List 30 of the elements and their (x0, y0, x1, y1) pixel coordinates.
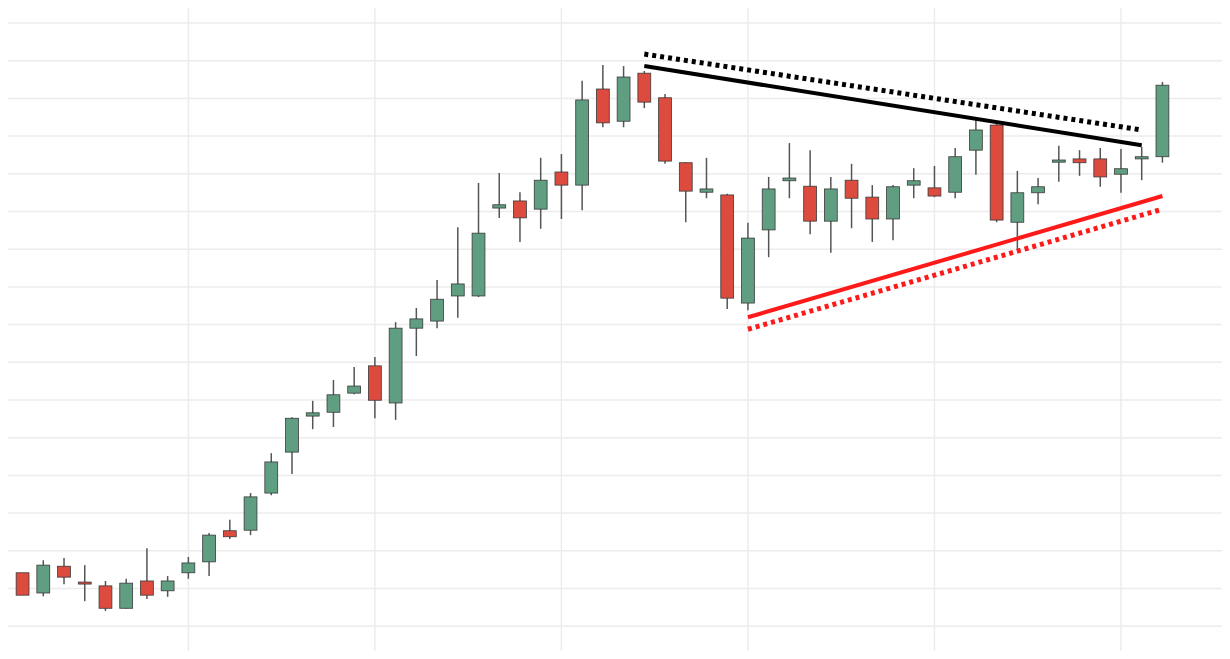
candlestick (347, 366, 361, 395)
candlestick (430, 279, 444, 329)
candlestick (1114, 148, 1128, 194)
candlestick (450, 226, 465, 319)
candlestick (844, 163, 859, 229)
candlestick (865, 184, 880, 243)
candlestick (181, 556, 196, 580)
candlestick (1134, 146, 1149, 181)
candlestick (140, 547, 154, 600)
candlestick (305, 400, 320, 430)
candlestick (77, 564, 92, 602)
candlestick (1031, 177, 1045, 205)
candlestick (1072, 149, 1087, 177)
candlestick (969, 119, 983, 176)
candlestick (160, 575, 175, 598)
candlestick (98, 580, 113, 612)
candlestick (222, 519, 237, 540)
candlestick (409, 307, 424, 357)
candlestick (326, 379, 341, 428)
candlestick (1051, 145, 1066, 183)
candlestick (699, 157, 714, 199)
candlestick (927, 165, 942, 198)
candlestick (513, 191, 527, 243)
candlestick (554, 153, 569, 220)
candlestick (57, 557, 71, 585)
candlestick (492, 172, 507, 219)
candlestick (1093, 147, 1108, 188)
candlestick (15, 572, 30, 596)
candlestick (906, 167, 921, 199)
candlestick (782, 142, 797, 199)
